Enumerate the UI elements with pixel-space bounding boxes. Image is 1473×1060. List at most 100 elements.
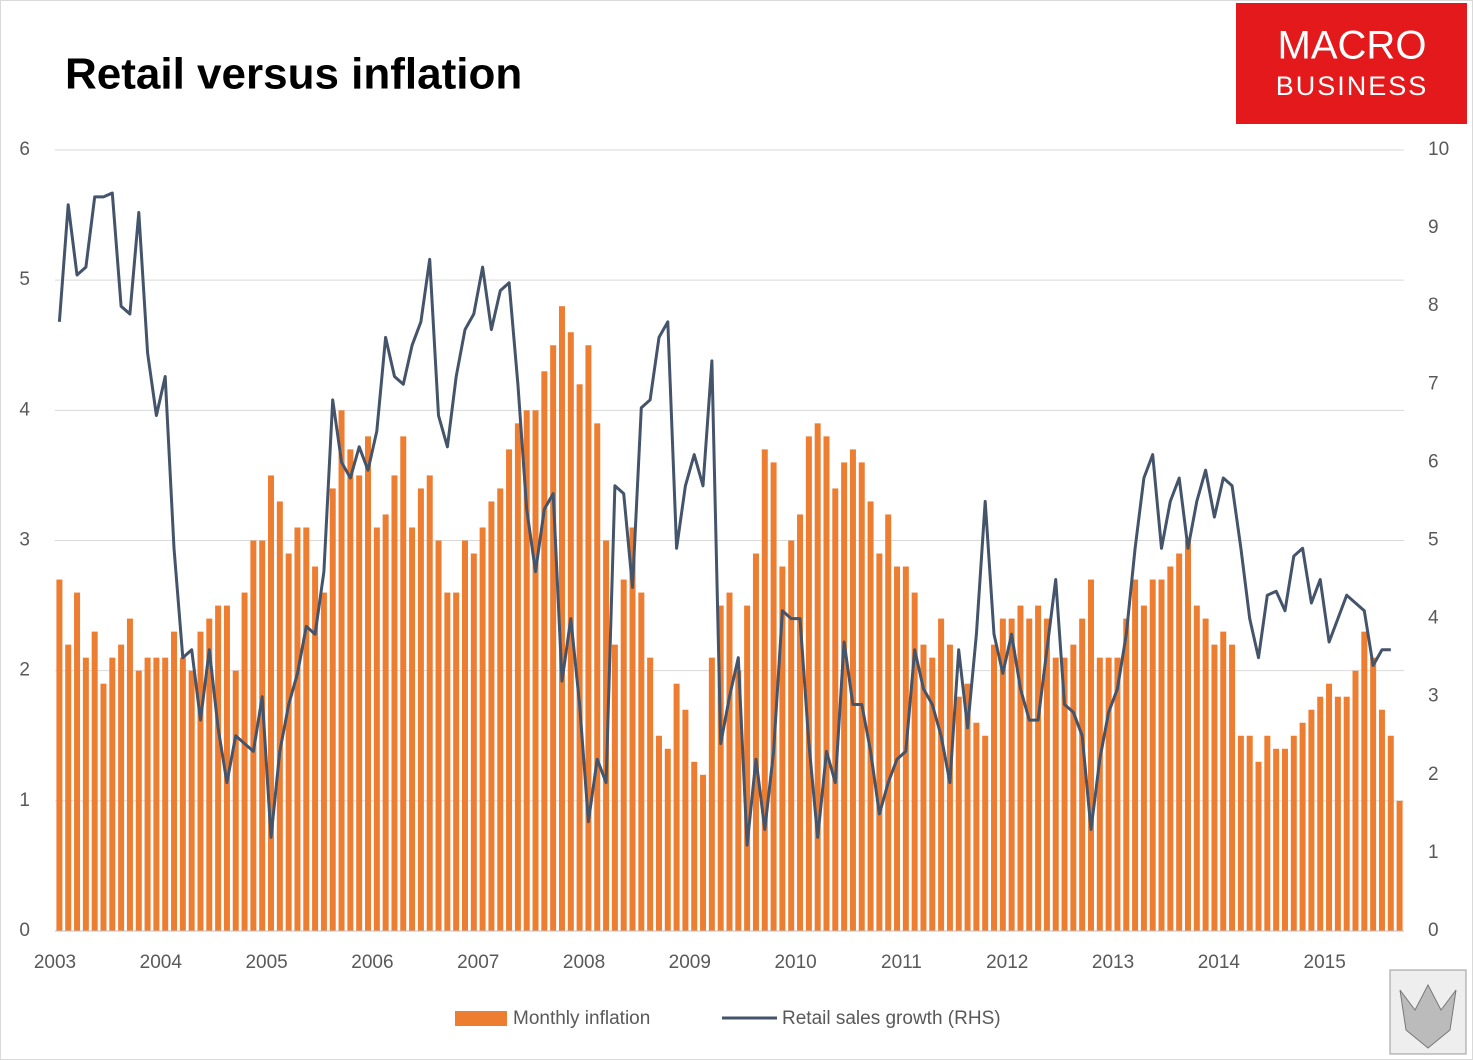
x-tick-label: 2015	[1304, 952, 1346, 973]
line	[57, 191, 1391, 847]
bar	[999, 618, 1006, 931]
bar	[788, 540, 795, 931]
bar	[594, 423, 601, 931]
logo-text: BUSINESS	[1276, 71, 1429, 101]
bar	[585, 345, 592, 931]
bar	[541, 371, 548, 931]
bar	[1396, 800, 1403, 931]
bar	[268, 475, 275, 931]
bar	[215, 605, 222, 931]
bar	[1026, 618, 1033, 931]
bar	[655, 735, 662, 931]
bar	[911, 592, 918, 931]
y2-tick-label: 8	[1428, 295, 1439, 316]
bar	[1317, 696, 1324, 931]
bar	[417, 488, 424, 931]
x-tick-label: 2013	[1092, 952, 1134, 973]
bar	[435, 540, 442, 931]
bar	[1008, 618, 1015, 931]
bar	[1070, 644, 1077, 931]
bar	[356, 475, 363, 931]
legend-label: Monthly inflation	[513, 1008, 650, 1029]
y2-tick-label: 10	[1428, 139, 1449, 160]
bar	[179, 657, 186, 931]
bar	[1087, 579, 1094, 931]
bar	[1158, 579, 1165, 931]
bar	[1114, 657, 1121, 931]
bar	[841, 462, 848, 931]
bar	[320, 592, 327, 931]
bar	[1264, 735, 1271, 931]
bar	[347, 449, 354, 931]
bar	[664, 748, 671, 931]
bar	[700, 774, 707, 931]
bar	[409, 527, 416, 931]
bar	[426, 475, 433, 931]
bar	[691, 761, 698, 931]
bar	[223, 605, 230, 931]
bar	[1361, 631, 1368, 931]
bar	[1061, 657, 1068, 931]
y2-tick-label: 5	[1428, 530, 1439, 551]
bar	[250, 540, 257, 931]
bar	[1096, 657, 1103, 931]
bar	[832, 488, 839, 931]
y2-tick-label: 7	[1428, 373, 1439, 394]
x-tick-label: 2003	[34, 952, 76, 973]
bar	[805, 436, 812, 931]
bar	[1299, 722, 1306, 931]
x-tick-label: 2007	[457, 952, 499, 973]
x-tick-label: 2006	[351, 952, 393, 973]
bar	[285, 553, 292, 931]
bar	[109, 657, 116, 931]
bar	[1123, 618, 1130, 931]
bar	[1273, 748, 1280, 931]
bar	[153, 657, 160, 931]
x-tick-label: 2005	[245, 952, 287, 973]
bar	[514, 423, 521, 931]
bar	[735, 670, 742, 931]
bar	[1193, 605, 1200, 931]
bar	[91, 631, 98, 931]
bar	[1140, 605, 1147, 931]
y-tick-label: 1	[19, 790, 30, 811]
bar	[100, 683, 107, 931]
bar	[814, 423, 821, 931]
bar	[1035, 605, 1042, 931]
bar	[1246, 735, 1253, 931]
bar	[294, 527, 301, 931]
bar	[1290, 735, 1297, 931]
fox-icon	[1399, 983, 1457, 1049]
bar	[303, 527, 310, 931]
bar	[241, 592, 248, 931]
bar	[647, 657, 654, 931]
bar	[929, 657, 936, 931]
bar	[1326, 683, 1333, 931]
bar	[717, 605, 724, 931]
bar	[708, 657, 715, 931]
bar	[1220, 631, 1227, 931]
x-tick-label: 2009	[669, 952, 711, 973]
bar	[955, 696, 962, 931]
bar	[682, 709, 689, 931]
bar	[673, 683, 680, 931]
bar	[126, 618, 133, 931]
y-tick-label: 4	[19, 399, 30, 420]
bar	[391, 475, 398, 931]
bar	[726, 592, 733, 931]
bar	[188, 670, 195, 931]
bar	[1211, 644, 1218, 931]
y-tick-label: 0	[19, 920, 30, 941]
y2-tick-label: 9	[1428, 217, 1439, 238]
bar	[206, 618, 213, 931]
bar	[1308, 709, 1315, 931]
x-tick-label: 2012	[986, 952, 1028, 973]
bar	[523, 410, 530, 931]
bar	[1202, 618, 1209, 931]
bar	[1370, 657, 1377, 931]
y2-tick-label: 3	[1428, 686, 1439, 707]
bar	[946, 644, 953, 931]
bar	[171, 631, 178, 931]
bar	[973, 722, 980, 931]
